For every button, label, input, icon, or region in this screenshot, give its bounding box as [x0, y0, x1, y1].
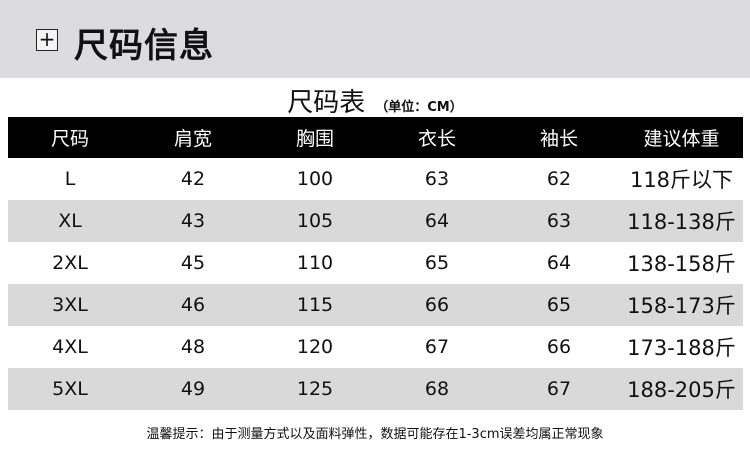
table-title-text: 尺码表	[287, 88, 366, 118]
footnote: 温馨提示：由于测量方式以及面料弹性，数据可能存在1-3cm误差均属正常现象	[146, 427, 604, 442]
column-header: 袖长	[539, 128, 578, 150]
table-cell: 118斤以下	[629, 168, 734, 192]
table-row: XL 43 105 64 63 118-138斤	[8, 200, 743, 242]
table-cell: 66	[546, 336, 572, 358]
table-cell: 64	[546, 252, 572, 274]
plus-box-icon: +	[36, 29, 58, 51]
table-cell: 63	[424, 168, 450, 190]
section-title: 尺码信息	[74, 26, 214, 66]
table-cell: 68	[424, 378, 450, 400]
table-cell: 46	[180, 294, 206, 316]
table-cell: 63	[546, 210, 572, 232]
table-cell: 188-205斤	[627, 378, 736, 402]
table-cell: 42	[180, 168, 206, 190]
table-cell: XL	[58, 210, 82, 232]
table-cell: 100	[296, 168, 334, 190]
table-cell: 2XL	[52, 252, 88, 274]
table-cell: 110	[296, 252, 334, 274]
section-header: + 尺码信息	[0, 0, 750, 78]
table-cell: 118-138斤	[627, 210, 736, 234]
table-cell: 67	[546, 378, 572, 400]
table-cell: 158-173斤	[627, 294, 736, 318]
table-cell: 48	[180, 336, 206, 358]
column-header: 胸围	[295, 128, 334, 150]
table-cell: 138-158斤	[627, 252, 736, 276]
table-cell: 49	[180, 378, 206, 400]
table-cell: L	[64, 168, 76, 190]
table-cell: 4XL	[52, 336, 88, 358]
table-title: 尺码表 （单位：CM）	[0, 82, 750, 119]
table-cell: 5XL	[52, 378, 88, 400]
table-cell: 62	[546, 168, 572, 190]
column-header: 肩宽	[173, 128, 212, 150]
column-header: 建议体重	[643, 128, 720, 150]
table-cell: 64	[424, 210, 450, 232]
table-cell: 115	[296, 294, 334, 316]
unit-label: （单位：CM）	[375, 100, 463, 115]
table-cell: 67	[424, 336, 450, 358]
table-cell: 105	[296, 210, 334, 232]
table-cell: 125	[296, 378, 334, 400]
table-cell: 43	[180, 210, 206, 232]
table-cell: 65	[546, 294, 572, 316]
table-cell: 120	[296, 336, 334, 358]
table-cell: 45	[180, 252, 206, 274]
column-header: 尺码	[50, 128, 89, 150]
column-header: 衣长	[417, 128, 456, 150]
table-cell: 66	[424, 294, 450, 316]
size-table: 尺码 肩宽 胸围 衣长 袖长 建议体重 L 42 100 63 62 118斤以下 XL 43…	[8, 117, 743, 410]
table-row: 3XL 46 115 66 65 158-173斤	[8, 284, 743, 326]
table-row: 4XL 48 120 67 66 173-188斤	[8, 326, 743, 368]
table-cell: 3XL	[52, 294, 88, 316]
table-row: 2XL 45 110 65 64 138-158斤	[8, 242, 743, 284]
table-row: 5XL 49 125 68 67 188-205斤	[8, 368, 743, 410]
table-header-row: 尺码 肩宽 胸围 衣长 袖长 建议体重	[8, 117, 743, 158]
table-cell: 173-188斤	[627, 336, 736, 360]
table-cell: 65	[424, 252, 450, 274]
table-row: L 42 100 63 62 118斤以下	[8, 158, 743, 200]
